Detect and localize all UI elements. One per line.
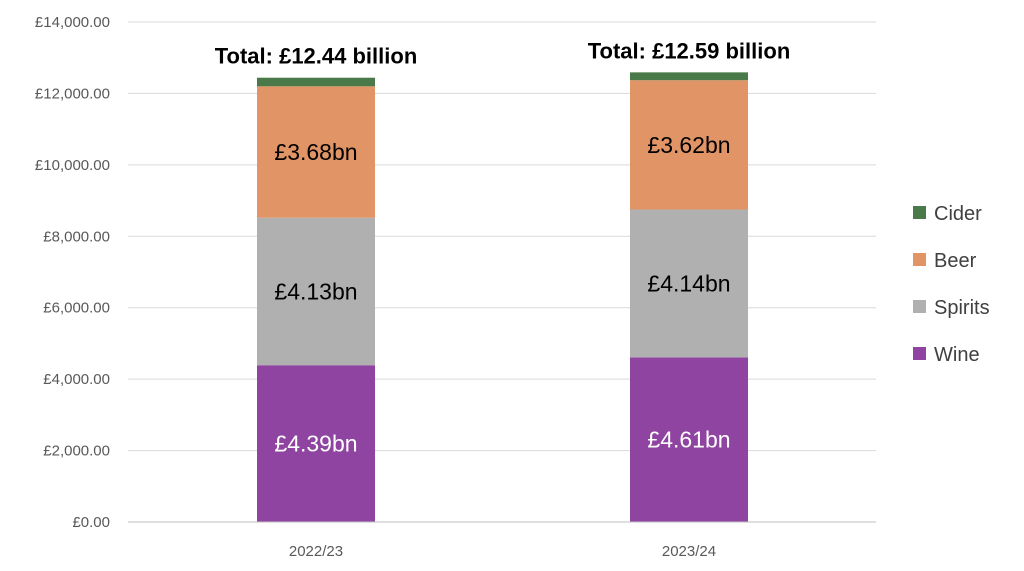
bar-segment-spirits [257, 217, 375, 366]
total-label: Total: £12.44 billion [215, 44, 418, 69]
data-label: £4.14bn [647, 270, 730, 296]
legend-label: Cider [934, 203, 982, 225]
y-tick-label: £10,000.00 [35, 157, 110, 174]
x-tick-label: 2022/23 [289, 543, 343, 560]
legend-swatch-cider [913, 206, 926, 219]
legend-swatch-wine [913, 347, 926, 360]
bar-segment-beer [630, 80, 748, 210]
legend-label: Spirits [934, 297, 990, 319]
y-tick-label: £4,000.00 [43, 371, 110, 388]
data-label: £3.62bn [647, 132, 730, 158]
y-tick-label: £12,000.00 [35, 85, 110, 102]
legend-swatch-beer [913, 253, 926, 266]
data-label: £4.61bn [647, 427, 730, 453]
bar-segment-beer [257, 86, 375, 218]
x-tick-label: 2023/24 [662, 543, 716, 560]
y-tick-label: £2,000.00 [43, 443, 110, 460]
y-tick-label: £6,000.00 [43, 300, 110, 317]
y-tick-label: £14,000.00 [35, 14, 110, 31]
total-label: Total: £12.59 billion [588, 38, 791, 63]
y-tick-label: £8,000.00 [43, 228, 110, 245]
legend-label: Beer [934, 250, 977, 272]
y-tick-label: £0.00 [72, 514, 110, 531]
legend-label: Wine [934, 344, 980, 366]
legend-swatch-spirits [913, 300, 926, 313]
bar-segment-spirits [630, 209, 748, 358]
bar-segment-wine [257, 365, 375, 522]
bar-segment-wine [630, 357, 748, 522]
data-label: £3.68bn [274, 139, 357, 165]
data-label: £4.13bn [274, 278, 357, 304]
bar-segment-cider [630, 72, 748, 81]
data-label: £4.39bn [274, 431, 357, 457]
bar-segment-cider [257, 77, 375, 87]
